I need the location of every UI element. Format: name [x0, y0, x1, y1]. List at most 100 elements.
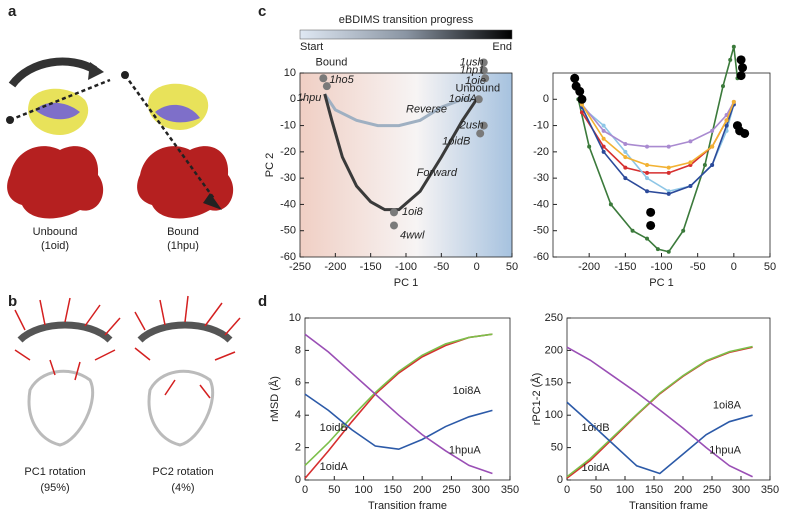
annotation: Bound	[316, 56, 348, 68]
series-label: 1oidB	[320, 422, 348, 434]
x-tick-label: 200	[413, 484, 431, 496]
y-tick-label: -60	[280, 251, 296, 263]
y-tick-label: 0	[543, 93, 549, 105]
x-tick-label: -150	[614, 261, 636, 273]
x-tick-label: 150	[645, 484, 663, 496]
plot-frame	[304, 317, 511, 481]
y-tick-label: 10	[289, 312, 301, 324]
x-tick-label: -200	[324, 261, 346, 273]
panel-label: b	[8, 293, 17, 310]
structure-point	[646, 220, 656, 230]
series-point	[601, 136, 606, 141]
y-tick-label: 250	[545, 312, 563, 324]
structure-label: 1ho5	[329, 74, 354, 86]
x-tick-label: 200	[674, 484, 692, 496]
y-tick-label: 100	[545, 409, 563, 421]
caption: PC2 rotation	[152, 466, 213, 478]
series-point	[710, 128, 715, 133]
x-tick-label: 0	[474, 261, 480, 273]
x-tick-label: 350	[761, 484, 779, 496]
x-tick-label: 350	[501, 484, 519, 496]
x-tick-label: 0	[564, 484, 570, 496]
series-label: 1oi8A	[453, 385, 482, 397]
caption: Bound	[167, 226, 199, 238]
caption: (95%)	[40, 482, 69, 494]
structure-label: 1ush	[460, 56, 484, 68]
structure-point	[570, 73, 580, 83]
series-line	[323, 93, 478, 212]
structure-point	[474, 95, 483, 104]
x-tick-label: 300	[472, 484, 490, 496]
colorbar-title: eBDIMS transition progress	[339, 14, 474, 26]
structure-point	[740, 128, 750, 138]
y-axis-label: rPC1-2 (Å)	[530, 373, 543, 426]
x-tick-label: 250	[442, 484, 460, 496]
series-label: 1hpuA	[449, 445, 481, 457]
series-point	[645, 189, 650, 194]
x-tick-label: -150	[360, 261, 382, 273]
x-tick-label: 100	[616, 484, 634, 496]
structure-point	[319, 74, 328, 83]
x-tick-label: 50	[590, 484, 602, 496]
series-point	[666, 249, 671, 254]
y-tick-label: -30	[280, 172, 296, 184]
series-line	[304, 333, 493, 475]
x-tick-label: 300	[732, 484, 750, 496]
caption: PC1 rotation	[24, 466, 85, 478]
series-point	[645, 176, 650, 181]
series-point	[623, 141, 628, 146]
series-line	[566, 346, 753, 478]
structure-point	[476, 129, 485, 138]
series-point	[688, 184, 693, 189]
x-tick-label: -100	[650, 261, 672, 273]
structure-point	[322, 82, 331, 91]
y-tick-label: -40	[280, 198, 296, 210]
series-point	[579, 110, 584, 115]
series-point	[702, 163, 707, 167]
x-axis-label: PC 1	[649, 277, 673, 289]
series-point	[630, 228, 635, 233]
x-axis-label: PC 1	[394, 277, 418, 289]
y-tick-label: -10	[280, 119, 296, 131]
y-tick-label: -20	[533, 146, 549, 158]
series-line	[304, 393, 493, 451]
series-point	[601, 123, 606, 128]
x-tick-label: -100	[395, 261, 417, 273]
structure-point	[736, 55, 746, 65]
series-point	[601, 128, 606, 133]
x-tick-label: 0	[731, 261, 737, 273]
structure-point	[389, 221, 398, 230]
series-point	[645, 163, 650, 167]
y-axis-label: rMSD (Å)	[268, 376, 281, 422]
series-line	[566, 345, 753, 478]
series-label: 1oi8A	[713, 399, 742, 411]
structure-point	[738, 63, 748, 73]
x-tick-label: -50	[690, 261, 706, 273]
x-axis-label: Transition frame	[368, 500, 447, 511]
structure-label: 1oie	[465, 75, 486, 87]
series-point	[681, 228, 686, 233]
x-tick-label: 50	[764, 261, 776, 273]
panel-label: a	[8, 3, 17, 20]
x-tick-label: 100	[354, 484, 372, 496]
x-tick-label: 150	[384, 484, 402, 496]
structure-label: 2ush	[459, 119, 484, 131]
series-line	[566, 401, 753, 475]
structure-label: 1oidB	[442, 135, 470, 147]
colorbar	[299, 29, 513, 40]
series-point	[623, 176, 628, 181]
series-point	[645, 170, 650, 175]
series-line	[581, 104, 735, 195]
structure-point	[479, 121, 488, 130]
x-tick-label: 50	[506, 261, 518, 273]
x-tick-label: -250	[289, 261, 311, 273]
colorbar-label: Start	[300, 41, 323, 53]
structure-point	[389, 208, 398, 217]
series-point	[710, 163, 715, 167]
structure-point	[577, 94, 587, 104]
series-label: 1oidA	[582, 462, 611, 474]
structure-point	[479, 66, 488, 75]
protein-illustration-a	[6, 57, 234, 219]
series-point	[728, 57, 733, 62]
